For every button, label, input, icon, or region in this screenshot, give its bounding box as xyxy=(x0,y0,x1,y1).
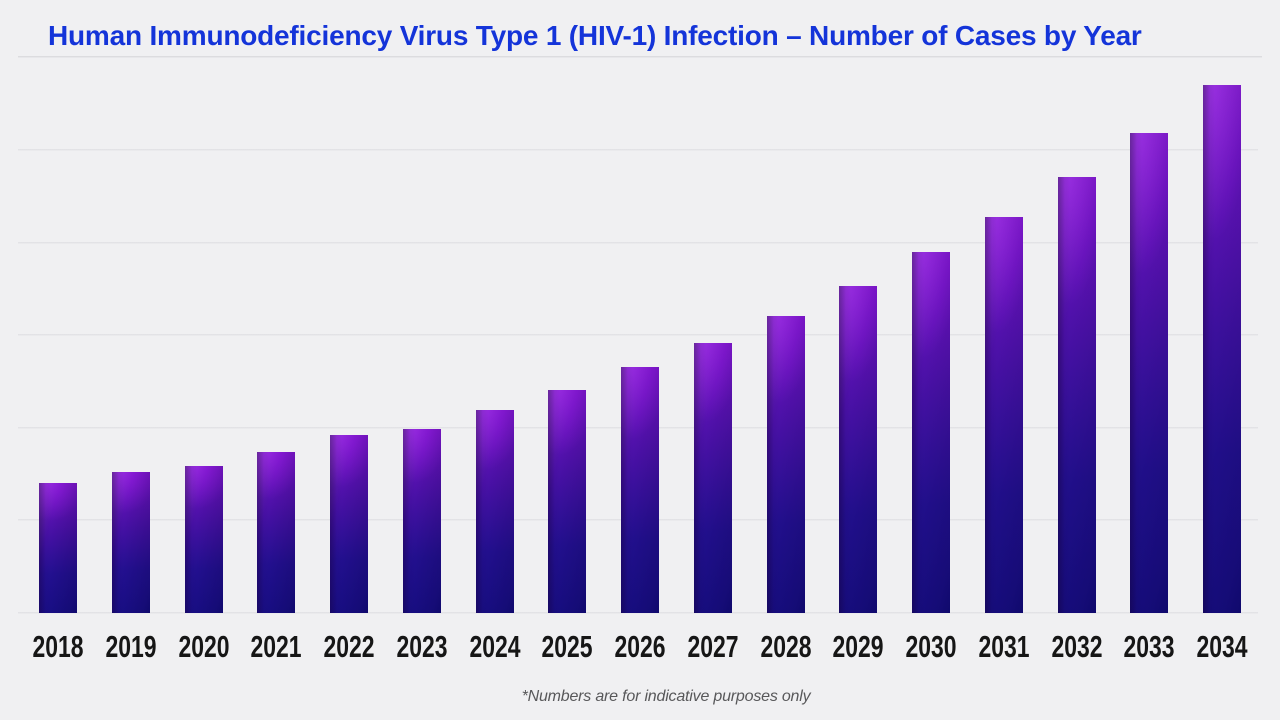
x-axis-label-2031: 2031 xyxy=(978,629,1030,664)
bar-2025 xyxy=(548,390,586,613)
x-axis-label-2021: 2021 xyxy=(250,629,302,664)
gridline xyxy=(18,242,1258,244)
x-axis-label-2018: 2018 xyxy=(32,629,84,664)
x-axis-label-2025: 2025 xyxy=(541,629,593,664)
footnote: *Numbers are for indicative purposes onl… xyxy=(521,688,811,705)
bar-2028 xyxy=(767,316,805,613)
x-axis-label-2029: 2029 xyxy=(832,629,884,664)
bar-2021 xyxy=(257,452,295,613)
gridline xyxy=(18,612,1258,614)
gridline xyxy=(18,334,1258,336)
bar-2023 xyxy=(403,429,441,613)
x-axis-label-2032: 2032 xyxy=(1051,629,1103,664)
bar-2031 xyxy=(985,217,1023,613)
bar-2034 xyxy=(1203,85,1241,613)
chart-title: Human Immunodeficiency Virus Type 1 (HIV… xyxy=(48,20,1142,51)
x-axis-label-2023: 2023 xyxy=(396,629,448,664)
bar-2018 xyxy=(39,483,77,613)
x-axis-label-2028: 2028 xyxy=(760,629,812,664)
bar-2019 xyxy=(112,472,150,613)
bar-2029 xyxy=(839,286,877,613)
x-axis-label-2022: 2022 xyxy=(323,629,375,664)
title-separator xyxy=(18,56,1262,58)
bar-2033 xyxy=(1130,133,1168,613)
x-axis-label-2024: 2024 xyxy=(469,629,521,664)
x-axis-label-2026: 2026 xyxy=(614,629,666,664)
bar-2030 xyxy=(912,252,950,613)
gridline xyxy=(18,149,1258,151)
x-axis-label-2034: 2034 xyxy=(1196,629,1248,664)
bar-2020 xyxy=(185,466,223,613)
x-axis-label-2033: 2033 xyxy=(1123,629,1175,664)
bar-2024 xyxy=(476,410,514,613)
bar-2032 xyxy=(1058,177,1096,613)
bar-2026 xyxy=(621,367,659,613)
bar-2022 xyxy=(330,435,368,613)
x-axis-label-2020: 2020 xyxy=(178,629,230,664)
x-axis-label-2019: 2019 xyxy=(105,629,157,664)
x-axis-label-2027: 2027 xyxy=(687,629,739,664)
bar-2027 xyxy=(694,343,732,613)
x-axis-label-2030: 2030 xyxy=(905,629,957,664)
